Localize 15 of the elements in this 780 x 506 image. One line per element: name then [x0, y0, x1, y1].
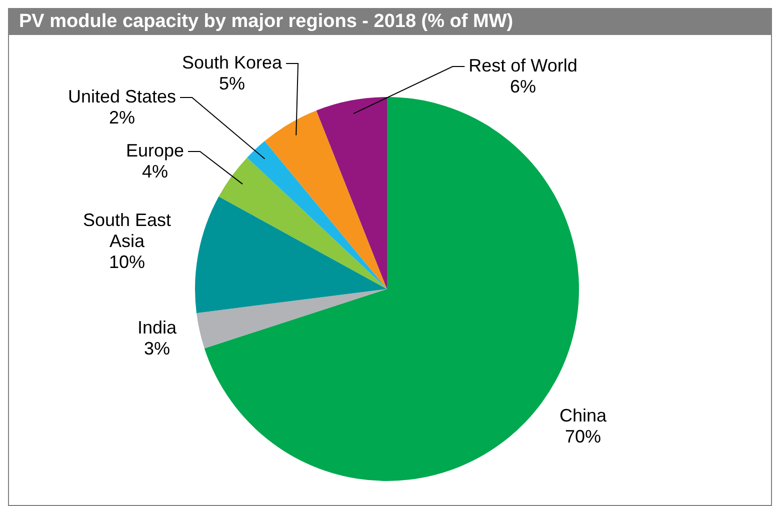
data-label: 5% — [218, 73, 246, 94]
slice-label: China — [559, 405, 608, 426]
data-label: 6% — [510, 76, 536, 96]
slice-label: South Korea — [182, 52, 284, 72]
slice-label: India — [137, 317, 178, 338]
data-label: 3% — [144, 338, 170, 358]
slice-label: Rest of World — [468, 55, 578, 76]
chart-title: PV module capacity by major regions - 2018 (% of MW) — [9, 9, 771, 35]
data-label: 4% — [142, 161, 168, 182]
data-label: 70% — [564, 426, 602, 446]
data-label: 2% — [108, 107, 136, 128]
slice-label: South East Asia — [82, 210, 172, 251]
slice-label: Europe — [126, 140, 184, 160]
slice-label: United States — [68, 86, 176, 106]
data-label: 10% — [108, 252, 146, 272]
